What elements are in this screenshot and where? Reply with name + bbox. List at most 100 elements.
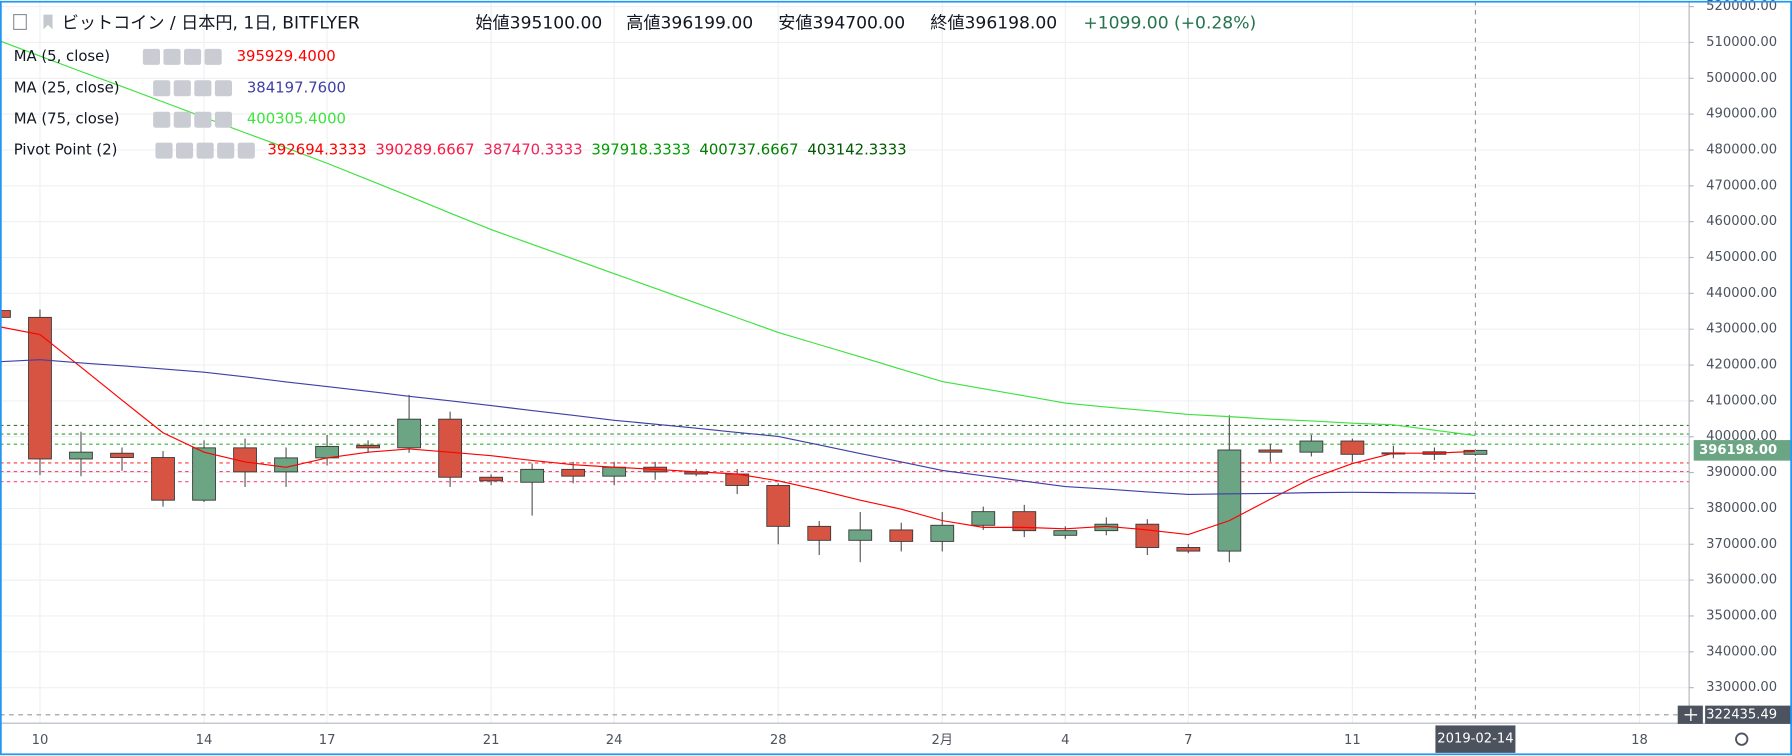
legend-button[interactable] [214, 80, 232, 97]
y-tick-label: 470000.00 [1706, 178, 1777, 193]
y-tick-label: 390000.00 [1706, 465, 1777, 480]
change-stat: +1099.00 (+0.28%) [1083, 14, 1256, 34]
legend-button[interactable] [184, 48, 202, 65]
legend-name[interactable]: MA (75, close) [14, 110, 120, 128]
candle-body [233, 447, 257, 473]
symbol-title[interactable]: ビットコイン / 日本円, 1日, BITFLYER [62, 14, 360, 34]
close-stat: 終値396198.00 [930, 14, 1057, 34]
candle-body [110, 452, 134, 458]
candle-body [397, 418, 421, 449]
legend-button[interactable] [214, 111, 232, 128]
crosshair-price-box [1705, 705, 1792, 724]
candle-body [479, 476, 504, 482]
ma-line [0, 326, 1476, 536]
x-tick-label: 18 [1631, 733, 1648, 748]
candle-body [192, 447, 216, 501]
legend-button[interactable] [196, 142, 214, 159]
y-tick-label: 370000.00 [1706, 537, 1777, 552]
candle-body [807, 525, 832, 541]
legend-button[interactable] [142, 48, 160, 65]
legend-button[interactable] [173, 80, 191, 97]
flag-icon[interactable] [43, 14, 53, 30]
low-stat: 安値394700.00 [778, 14, 905, 34]
ma-line [0, 40, 1476, 437]
y-tick-label: 520000.00 [1706, 0, 1777, 14]
y-tick-label: 330000.00 [1706, 680, 1777, 695]
y-tick-label: 510000.00 [1706, 35, 1777, 50]
candle-body [1258, 449, 1283, 453]
legend-name[interactable]: MA (25, close) [14, 78, 120, 96]
open-stat: 始値395100.00 [475, 14, 602, 34]
x-tick-label: 2月 [932, 733, 953, 748]
x-tick-label: 28 [770, 733, 787, 748]
legend-button[interactable] [153, 80, 171, 97]
legend-button[interactable] [153, 111, 171, 128]
legend-button[interactable] [194, 111, 212, 128]
candle-body [0, 310, 11, 318]
legend-value: 387470.3333 [483, 141, 582, 159]
y-tick-label: 500000.00 [1706, 71, 1777, 86]
legend-button[interactable] [173, 111, 191, 128]
x-tick-label: 11 [1344, 733, 1361, 748]
candle-body [1053, 530, 1078, 536]
crosshair-date-box [1435, 725, 1516, 753]
legend-name[interactable]: Pivot Point (2) [14, 141, 118, 159]
candle-body [520, 468, 545, 483]
candle-body [930, 524, 955, 542]
candle-body [848, 529, 873, 541]
y-tick-label: 440000.00 [1706, 286, 1777, 301]
legend-button[interactable] [237, 142, 255, 159]
axes: 330000.00 340000.00 350000.00 360000.00 3700… [32, 0, 1792, 753]
settings-icon[interactable] [1735, 732, 1749, 746]
plot-area [0, 0, 1690, 724]
legend-value: 395929.4000 [237, 47, 336, 65]
y-tick-label: 490000.00 [1706, 107, 1777, 122]
candle-body [1176, 547, 1201, 552]
legend-button[interactable] [176, 142, 194, 159]
y-tick-label: 350000.00 [1706, 608, 1777, 623]
candle-body [28, 316, 52, 460]
legend-value: 400305.4000 [247, 110, 346, 128]
x-tick-label: 14 [196, 733, 213, 748]
x-tick-label: 10 [32, 733, 49, 748]
y-tick-label: 410000.00 [1706, 393, 1777, 408]
y-tick-label: 420000.00 [1706, 358, 1777, 373]
candle-body [889, 529, 914, 542]
legend-button[interactable] [163, 48, 181, 65]
x-tick-label: 17 [319, 733, 336, 748]
high-stat: 高値396199.00 [626, 14, 753, 34]
candle-body [69, 451, 93, 460]
y-tick-label: 450000.00 [1706, 250, 1777, 265]
candle-body [1217, 449, 1242, 552]
legend-button[interactable] [204, 48, 222, 65]
ma-line [0, 359, 1476, 496]
candle-body [1135, 523, 1160, 548]
y-tick-label: 460000.00 [1706, 214, 1777, 229]
legend-name[interactable]: MA (5, close) [14, 47, 110, 65]
legend-button[interactable] [194, 80, 212, 97]
legend-value: 384197.7600 [247, 78, 346, 96]
legend-value: 403142.3333 [807, 141, 906, 159]
candle-body [561, 468, 586, 477]
x-tick-label: 21 [483, 733, 500, 748]
legend-button[interactable] [155, 142, 173, 159]
candle-body [151, 457, 175, 501]
candle-body [356, 444, 380, 449]
candle-body [766, 485, 791, 527]
candle-body [1340, 440, 1365, 455]
grid [0, 0, 1690, 724]
candle-body [971, 511, 996, 526]
crosshair-date: 2019-02-14 [1437, 732, 1513, 747]
legend-value: 400737.6667 [699, 141, 798, 159]
gear[interactable] [1735, 732, 1749, 746]
y-tick-label: 430000.00 [1706, 322, 1777, 337]
legend-value: 390289.6667 [375, 141, 474, 159]
symbol-icon[interactable] [13, 14, 27, 30]
legend-button[interactable] [217, 142, 235, 159]
x-tick-label: 24 [606, 733, 623, 748]
legend: ビットコイン / 日本円, 1日, BITFLYER 始値395100.00 高… [13, 14, 1256, 159]
legend-value: 392694.3333 [267, 141, 366, 159]
